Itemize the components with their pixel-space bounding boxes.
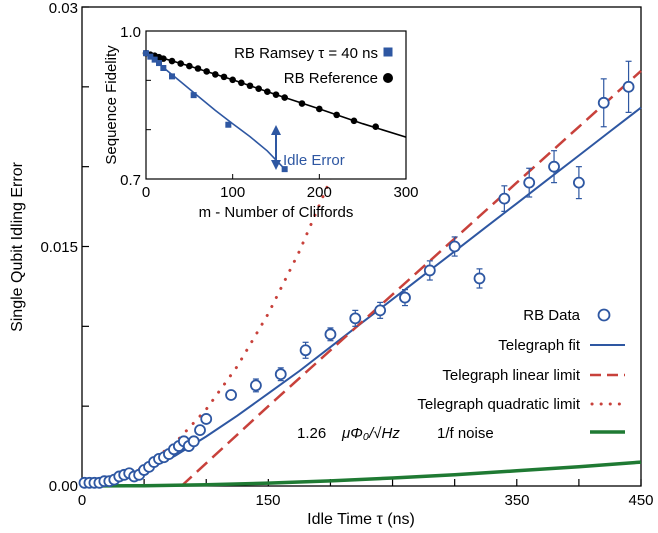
legend-noise-suffix: 1/f noise [437,425,494,442]
inset-reference-point [212,71,219,78]
inset-ramsey-point [160,65,167,71]
rb-data-point [200,413,213,425]
rb-data-point [622,80,635,93]
inset-reference-point [333,111,340,119]
main-xtick-450: 450 [628,492,653,509]
inset-reference-point [246,82,254,90]
main-ytick-000: 0.00 [49,478,78,495]
rb-data-point [250,379,262,392]
legend-label-quadratic-limit: Telegraph quadratic limit [417,396,580,413]
inset-ramsey-point [225,121,232,128]
rb-data-point [548,160,560,173]
rb-data-point [523,176,536,189]
rb-data-point [374,304,387,317]
legend-marker-rb-data [597,308,611,322]
rb-data-point [349,312,362,325]
inset-ramsey-point [147,53,154,60]
main-points [78,60,635,489]
inset-ylabel: Sequence Fidelity [103,45,120,165]
inset-ytick-07: 0.7 [120,172,141,189]
main-ylabel: Single Qubit Idling Error [9,161,26,332]
inset-reference-point [168,57,176,65]
inset-ramsey-point [281,166,288,173]
inset-ramsey-fit [145,52,286,170]
inset-ramsey-point [151,56,158,63]
inset-xtick-300: 300 [393,184,418,201]
inset-reference-point [298,100,306,107]
inset-reference-point [229,76,236,84]
series-line-telegraph-quadratic-limit [80,96,363,488]
inset-points [142,49,379,173]
legend-label-linear-limit: Telegraph linear limit [442,367,580,384]
rb-data-point [274,368,287,381]
rb-data-point [324,328,337,341]
main-xlabel: Idle Time τ (ns) [307,511,415,528]
inset-legend-reference: RB Reference [284,70,378,87]
inset-reference-point [220,73,228,81]
main-ytick-003: 0.03 [49,0,78,17]
inset-reference-point [203,68,210,75]
main-xtick-150: 150 [255,492,280,509]
inset-ramsey-point [190,92,197,99]
inset-reference-point [177,60,184,67]
rb-data-point [194,424,206,437]
rb-data-point [473,272,486,285]
inset-legend-marker-reference [383,73,393,83]
main-xtick-0: 0 [78,492,86,509]
inset-legend-marker-ramsey [383,47,393,57]
legend-label-telegraph-fit: Telegraph fit [498,337,581,354]
inset-xlabel: m - Number of Cliffords [199,204,354,221]
inset-ramsey-point [156,60,162,67]
rb-data-point [572,176,585,189]
legend-noise-math: μΦ₀/√Hz [341,425,400,442]
inset-reference-point [316,105,323,113]
inset-reference-point [238,79,245,87]
rb-data-point [597,96,610,109]
inset-xtick-100: 100 [220,184,245,201]
inset-reference-point [272,91,280,98]
legend-noise-prefix: 1.26 [297,425,326,442]
rb-data-point [399,291,411,304]
rb-data-point [187,435,200,448]
inset-reference-point [350,117,358,125]
inset-ramsey-point [169,73,175,80]
main-ticks [81,6,642,487]
inset-xtick-0: 0 [142,184,150,201]
main-series [80,69,642,488]
rb-data-point [423,264,436,277]
inset-reference-point [255,85,262,93]
inset-reference-point [281,94,288,101]
rb-data-point [498,192,511,205]
inset-legend-ramsey: RB Ramsey τ = 40 ns [234,45,378,62]
idle-error-label: Idle Error [283,152,345,169]
main-ytick-0015: 0.015 [40,239,78,256]
rb-data-point [299,344,312,357]
idle-error-arrow-head-top [271,125,281,135]
inset: 0 100 200 300 0.7 1.0 m - Number of Clif… [103,24,419,221]
inset-ytick-10: 1.0 [120,24,141,41]
inset-ramsey-point [143,50,149,57]
inset-reference-point [194,65,202,72]
rb-data-point [225,389,237,401]
series-line-1-f-noise [81,460,642,488]
inset-xtick-200: 200 [307,184,332,201]
inset-reference-point [264,88,271,95]
legend: RB Data Telegraph fit Telegraph linear l… [297,307,627,442]
idle-error-arrow-head-bottom [271,160,281,170]
inset-reference-point [372,123,379,131]
series-line-telegraph-linear-limit [180,69,642,487]
main-xtick-350: 350 [504,492,529,509]
inset-reference-point [186,62,193,70]
rb-data-point [448,240,461,253]
legend-label-rb-data: RB Data [523,307,580,324]
